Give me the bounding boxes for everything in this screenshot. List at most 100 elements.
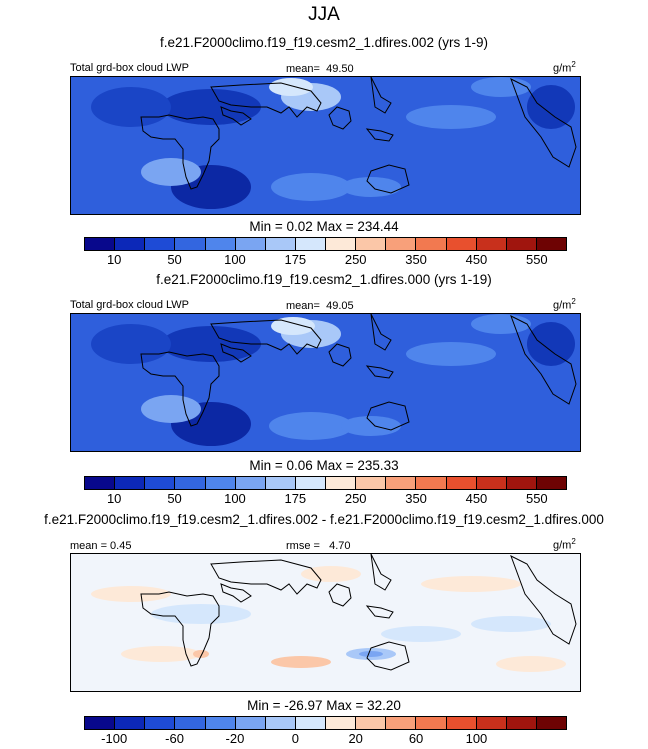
colorbar-swatch [265, 477, 296, 489]
colorbar-tick-label: -60 [165, 731, 184, 746]
colorbar-swatch [205, 238, 236, 250]
colorbar-tick-label: 20 [348, 731, 363, 746]
colorbar-swatch [356, 717, 387, 729]
colorbar-3 [84, 716, 567, 730]
panel-2-title: f.e21.F2000climo.f19_f19.cesm2_1.dfires.… [156, 272, 492, 287]
colorbar-swatch [295, 717, 326, 729]
rmse-label: rmse = [286, 540, 320, 552]
colorbar-swatch [235, 717, 266, 729]
panel-3-mean: mean = 0.45 [70, 540, 132, 552]
unit-text: g/m [553, 539, 572, 552]
colorbar-tick-label: 175 [284, 491, 307, 506]
colorbar-swatch [295, 477, 326, 489]
panel-1-map [70, 76, 581, 215]
panel-3-minmax: Min = -26.97 Max = 32.20 [247, 698, 401, 713]
panel-1-title: f.e21.F2000climo.f19_f19.cesm2_1.dfires.… [160, 35, 488, 50]
colorbar-swatch [235, 238, 266, 250]
colorbar-swatch [295, 238, 326, 250]
panel-1-minmax: Min = 0.02 Max = 234.44 [249, 219, 399, 234]
colorbar-swatch [536, 238, 566, 250]
mean-value: 49.50 [326, 63, 354, 75]
panel-2-minmax: Min = 0.06 Max = 235.33 [249, 458, 399, 473]
colorbar-swatch [145, 717, 176, 729]
colorbar-tick-label: 175 [284, 252, 307, 267]
colorbar-tick-label: 350 [405, 252, 427, 267]
colorbar-tick-label: 350 [405, 491, 427, 506]
colorbar-swatch [446, 477, 477, 489]
colorbar-swatch [386, 238, 417, 250]
colorbar-swatch [205, 477, 236, 489]
panel-1-unit: g/m2 [553, 60, 576, 75]
mean-value: 49.05 [326, 300, 354, 312]
colorbar-tick-label: 250 [344, 252, 367, 267]
colorbar-tick-label: 10 [106, 252, 122, 267]
colorbar-swatch [446, 717, 477, 729]
panel-3-unit: g/m2 [553, 537, 576, 552]
colorbar-swatch [416, 238, 447, 250]
colorbar-tick-label: 100 [224, 491, 246, 506]
rmse-value: 4.70 [329, 540, 351, 552]
colorbar-swatch [145, 238, 176, 250]
colorbar-2 [84, 476, 567, 490]
colorbar-tick-label: 250 [344, 491, 367, 506]
colorbar-1 [84, 237, 567, 251]
colorbar-swatch [386, 477, 417, 489]
colorbar-swatch [175, 477, 206, 489]
colorbar-swatch [356, 238, 387, 250]
colorbar-tick-label: -100 [101, 731, 128, 746]
panel-1-variable-label: Total grd-box cloud LWP [70, 62, 190, 74]
colorbar-swatch [476, 717, 507, 729]
colorbar-tick-label: 550 [525, 252, 548, 267]
colorbar-swatch [175, 717, 206, 729]
colorbar-swatch [476, 238, 507, 250]
season-title: JJA [308, 4, 340, 25]
panel-2-mean: mean= 49.05 [286, 300, 354, 312]
colorbar-swatch [85, 717, 116, 729]
colorbar-swatch [326, 477, 357, 489]
colorbar-swatch [235, 477, 266, 489]
colorbar-tick-label: 100 [465, 731, 488, 746]
colorbar-tick-label: 450 [465, 491, 488, 506]
panel-3-title: f.e21.F2000climo.f19_f19.cesm2_1.dfires.… [44, 512, 604, 527]
colorbar-swatch [175, 238, 206, 250]
colorbar-tick-label: 100 [224, 252, 246, 267]
colorbar-tick-label: -20 [225, 731, 245, 746]
colorbar-tick-label: 60 [408, 731, 424, 746]
mean-label: mean= [286, 300, 320, 312]
panel-3-rmse: rmse = 4.70 [286, 540, 351, 552]
unit-exponent: 2 [571, 537, 576, 546]
colorbar-swatch [416, 477, 447, 489]
colorbar-swatch [115, 477, 146, 489]
colorbar-swatch [356, 477, 387, 489]
colorbar-tick-label: 50 [167, 252, 182, 267]
colorbar-3-ticks: -100 -60 -20 0 20 60 100 [84, 731, 567, 747]
unit-text: g/m [553, 299, 572, 312]
colorbar-tick-label: 450 [465, 252, 488, 267]
unit-exponent: 2 [571, 60, 576, 69]
unit-text: g/m [553, 62, 572, 75]
colorbar-swatch [536, 717, 566, 729]
colorbar-swatch [506, 477, 537, 489]
colorbar-swatch [536, 477, 566, 489]
colorbar-swatch [115, 238, 146, 250]
colorbar-swatch [115, 717, 146, 729]
colorbar-swatch [265, 717, 296, 729]
colorbar-swatch [85, 477, 116, 489]
colorbar-swatch [476, 477, 507, 489]
panel-2-map [70, 313, 581, 452]
colorbar-swatch [85, 238, 116, 250]
colorbar-swatch [386, 717, 417, 729]
panel-2-variable-label: Total grd-box cloud LWP [70, 299, 190, 311]
colorbar-1-ticks: 10 50 100 175 250 350 450 550 [84, 252, 567, 268]
colorbar-swatch [265, 238, 296, 250]
colorbar-tick-label: 50 [167, 491, 182, 506]
colorbar-swatch [506, 238, 537, 250]
colorbar-tick-label: 550 [525, 491, 548, 506]
colorbar-swatch [145, 477, 176, 489]
colorbar-swatch [326, 238, 357, 250]
colorbar-2-ticks: 10 50 100 175 250 350 450 550 [84, 491, 567, 507]
colorbar-tick-label: 0 [291, 731, 299, 746]
colorbar-swatch [416, 717, 447, 729]
panel-2-unit: g/m2 [553, 297, 576, 312]
colorbar-swatch [506, 717, 537, 729]
